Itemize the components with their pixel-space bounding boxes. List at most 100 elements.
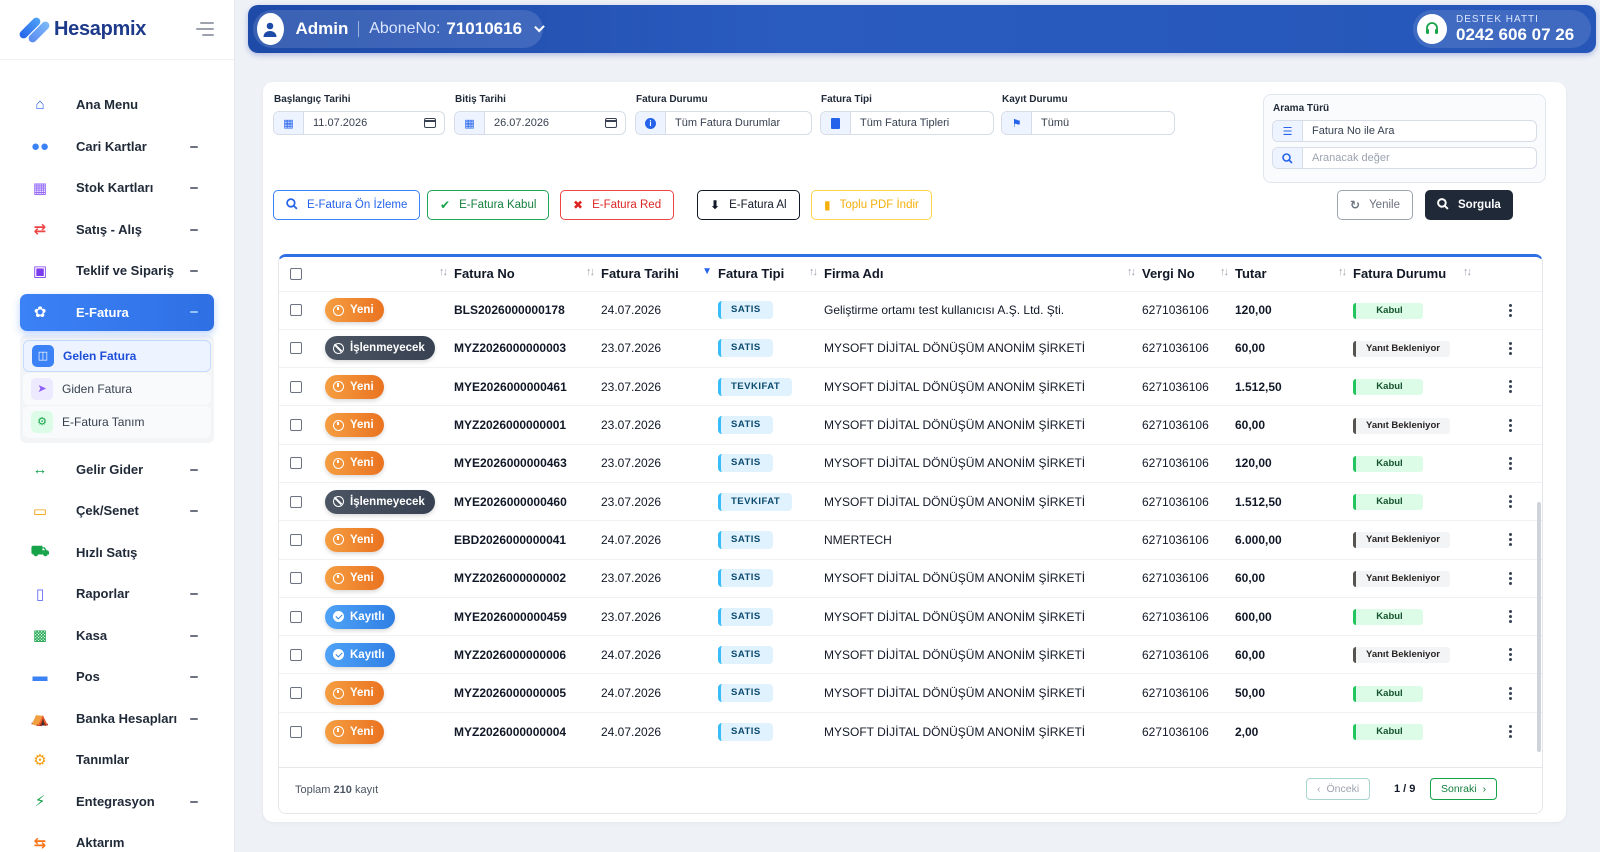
calendar-picker-icon[interactable]: [605, 118, 617, 128]
bulk-pdf-button[interactable]: ▮ Toplu PDF İndir: [811, 190, 932, 220]
more-vertical-icon[interactable]: [1509, 610, 1513, 624]
support-line[interactable]: DESTEK HATTI 0242 606 07 26: [1413, 10, 1591, 48]
table-scrollbar[interactable]: [1537, 502, 1541, 752]
invoice-status-select[interactable]: i Tüm Fatura Durumlar: [635, 111, 812, 135]
row-checkbox[interactable]: [290, 572, 302, 585]
more-vertical-icon[interactable]: [1509, 380, 1513, 394]
record-status-badge[interactable]: Kayıtlı: [325, 642, 395, 667]
sidebar-item-kasa[interactable]: ▩ Kasa: [0, 615, 234, 657]
collapse-minus-icon[interactable]: [190, 676, 198, 678]
record-status-badge[interactable]: Kayıtlı: [325, 604, 395, 629]
table-row[interactable]: Yeni MYE2026000000461 23.07.2026 TEVKIFA…: [279, 367, 1542, 406]
end-date-input[interactable]: ▦ 26.07.2026: [454, 111, 626, 135]
calendar-picker-icon[interactable]: [424, 118, 436, 128]
row-checkbox[interactable]: [290, 725, 302, 738]
sidebar-item-ana-menu[interactable]: ⌂ Ana Menu: [0, 84, 234, 126]
next-page-button[interactable]: Sonraki ›: [1430, 778, 1498, 800]
efatura-accept-button[interactable]: ✔ E-Fatura Kabul: [427, 190, 550, 220]
more-vertical-icon[interactable]: [1509, 648, 1513, 662]
collapse-minus-icon[interactable]: [190, 593, 198, 595]
sidebar-item-banka-hesaplar-[interactable]: ⛺ Banka Hesapları: [0, 698, 234, 740]
sidebar-item--ek-senet[interactable]: ▭ Çek/Senet: [0, 490, 234, 532]
table-row[interactable]: Yeni MYZ2026000000004 24.07.2026 SATIS M…: [279, 711, 1542, 751]
user-menu[interactable]: Admin AboneNo: 71010616: [253, 10, 545, 48]
sidebar-toggle-icon[interactable]: [196, 22, 214, 36]
sidebar-item-h-zl-sat-[interactable]: ⛟ Hızlı Satış: [0, 532, 234, 574]
row-checkbox[interactable]: [290, 419, 302, 432]
sort-icon[interactable]: ↑↓: [586, 266, 595, 278]
record-status-badge[interactable]: Yeni: [325, 298, 384, 323]
table-row[interactable]: Yeni BLS2026000000178 24.07.2026 SATIS G…: [279, 290, 1542, 330]
sidebar-item-aktar-m[interactable]: ⇆ Aktarım: [0, 822, 234, 852]
collapse-minus-icon[interactable]: [190, 800, 198, 803]
collapse-minus-icon[interactable]: [190, 187, 198, 189]
invoice-date-column-header[interactable]: Fatura Tarihi ▼: [601, 257, 718, 291]
amount-column-header[interactable]: Tutar ↑↓: [1235, 257, 1353, 291]
collapse-minus-icon[interactable]: [190, 717, 198, 720]
logo[interactable]: Hesapmix: [0, 0, 234, 60]
sort-icon[interactable]: ↑↓: [1220, 266, 1229, 278]
row-checkbox[interactable]: [290, 457, 302, 470]
record-status-badge[interactable]: Yeni: [325, 374, 384, 399]
invoice-state-column-header[interactable]: Fatura Durumu ↑↓: [1353, 257, 1478, 291]
sidebar-item-raporlar[interactable]: ▯ Raporlar: [0, 573, 234, 615]
query-button[interactable]: Sorgula: [1425, 190, 1513, 220]
more-vertical-icon[interactable]: [1509, 725, 1513, 739]
sidebar-item-teklif-ve-sipari-[interactable]: ▣ Teklif ve Sipariş: [0, 250, 234, 292]
collapse-minus-icon[interactable]: [190, 270, 198, 272]
sort-icon[interactable]: ↑↓: [439, 266, 448, 278]
efatura-reject-button[interactable]: ✖ E-Fatura Red: [560, 190, 675, 220]
record-status-badge[interactable]: Yeni: [325, 413, 384, 438]
row-checkbox[interactable]: [290, 304, 302, 317]
sort-icon[interactable]: ↑↓: [1463, 266, 1472, 278]
row-checkbox[interactable]: [290, 495, 302, 508]
submenu-item-giden-fatura[interactable]: ➤ Giden Fatura: [23, 372, 211, 405]
table-row[interactable]: İşlenmeyecek MYZ2026000000003 23.07.2026…: [279, 328, 1542, 368]
collapse-minus-icon[interactable]: [190, 510, 198, 512]
row-checkbox[interactable]: [290, 648, 302, 661]
row-checkbox[interactable]: [290, 533, 302, 546]
collapse-minus-icon[interactable]: [190, 310, 198, 313]
firm-name-column-header[interactable]: Firma Adı ↑↓: [824, 257, 1142, 291]
table-row[interactable]: Yeni MYE2026000000463 23.07.2026 SATIS M…: [279, 443, 1542, 483]
search-type-select[interactable]: ☰ Fatura No ile Ara: [1272, 120, 1537, 142]
collapse-minus-icon[interactable]: [190, 145, 198, 148]
row-checkbox[interactable]: [290, 380, 302, 393]
more-vertical-icon[interactable]: [1509, 571, 1513, 585]
more-vertical-icon[interactable]: [1509, 418, 1513, 432]
table-row[interactable]: Yeni EBD2026000000041 24.07.2026 SATIS N…: [279, 520, 1542, 560]
search-input[interactable]: Aranacak değer: [1272, 147, 1537, 169]
record-status-badge[interactable]: İşlenmeyecek: [325, 489, 435, 514]
start-date-input[interactable]: ▦ 11.07.2026: [273, 111, 445, 135]
sort-icon[interactable]: ↑↓: [809, 266, 818, 278]
more-vertical-icon[interactable]: [1509, 686, 1513, 700]
sidebar-item-cari-kartlar[interactable]: ●● Cari Kartlar: [0, 126, 234, 168]
record-status-badge[interactable]: Yeni: [325, 719, 384, 744]
sidebar-item-gelir-gider[interactable]: ↔ Gelir Gider: [0, 449, 234, 491]
efatura-fetch-button[interactable]: ⬇ E-Fatura Al: [697, 190, 800, 220]
table-row[interactable]: Kayıtlı MYZ2026000000006 24.07.2026 SATI…: [279, 635, 1542, 674]
row-checkbox[interactable]: [290, 342, 302, 355]
collapse-minus-icon[interactable]: [190, 228, 198, 231]
more-vertical-icon[interactable]: [1509, 303, 1513, 317]
table-row[interactable]: İşlenmeyecek MYE2026000000460 23.07.2026…: [279, 481, 1542, 521]
row-checkbox[interactable]: [290, 687, 302, 700]
prev-page-button[interactable]: ‹ Önceki: [1306, 778, 1371, 800]
efatura-preview-button[interactable]: E-Fatura Ön İzleme: [273, 190, 421, 220]
more-vertical-icon[interactable]: [1509, 341, 1513, 355]
sidebar-item-tan-mlar[interactable]: ⚙ Tanımlar: [0, 739, 234, 781]
invoice-no-column-header[interactable]: Fatura No ↑↓: [454, 257, 601, 291]
sort-icon[interactable]: ↑↓: [1338, 266, 1347, 278]
collapse-minus-icon[interactable]: [190, 634, 198, 637]
row-checkbox[interactable]: [290, 610, 302, 623]
status-column-header[interactable]: ↑↓: [321, 257, 454, 291]
more-vertical-icon[interactable]: [1509, 456, 1513, 470]
collapse-minus-icon[interactable]: [190, 468, 198, 471]
invoice-type-column-header[interactable]: Fatura Tipi ↑↓: [718, 257, 824, 291]
refresh-button[interactable]: ↻ Yenile: [1337, 190, 1413, 220]
sort-desc-icon[interactable]: ▼: [702, 266, 712, 277]
sidebar-item-entegrasyon[interactable]: ⚡ Entegrasyon: [0, 781, 234, 823]
tax-no-column-header[interactable]: Vergi No ↑↓: [1142, 257, 1235, 291]
sidebar-item-e-fatura[interactable]: ✿ E-Fatura: [20, 293, 214, 331]
submenu-item-gelen-fatura[interactable]: ◫ Gelen Fatura: [23, 339, 211, 372]
